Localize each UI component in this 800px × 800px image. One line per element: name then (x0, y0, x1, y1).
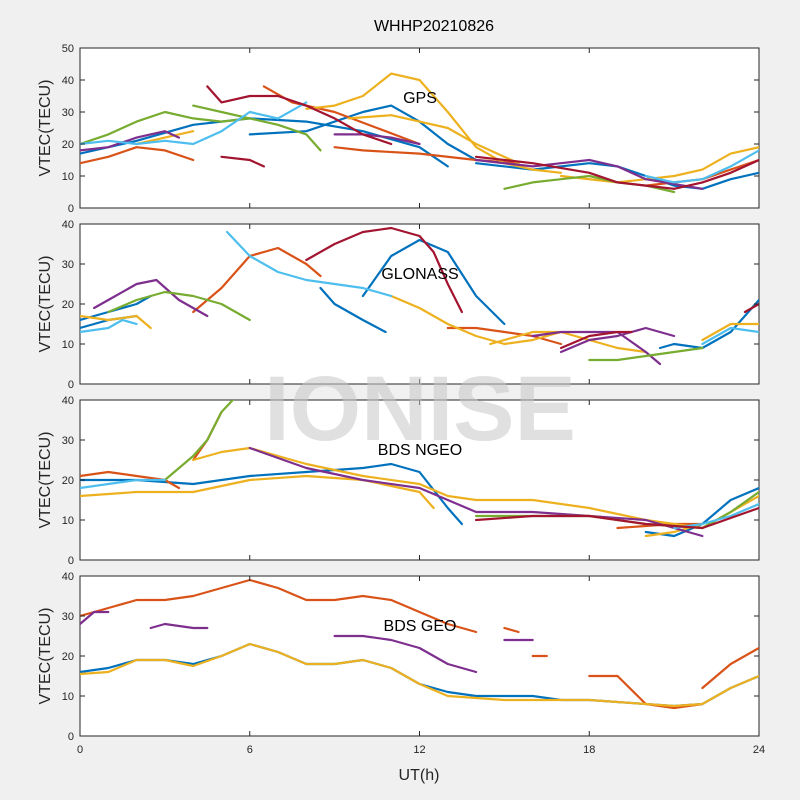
panel-plot-area (79, 575, 760, 737)
panel-3: 0 10 20 30 40 0 6 12 18 24 VTEC(TECU) BDS GEO (37, 571, 765, 756)
x-tick-label: 24 (753, 744, 765, 756)
y-tick-label: 0 (68, 379, 74, 391)
series-line-11 (80, 130, 181, 152)
series-line-3 (319, 286, 387, 334)
series-line-2 (503, 626, 520, 634)
panel-1: 0 10 20 30 40 VTEC(TECU) GLONASS (37, 219, 760, 391)
series-line-1 (80, 578, 478, 634)
series-line-21 (743, 302, 759, 314)
y-tick-label: 30 (62, 611, 74, 623)
y-tick-label: 20 (62, 139, 74, 151)
y-axis-label: VTEC(TECU) (37, 256, 54, 353)
series-line-6 (80, 642, 759, 708)
y-tick-label: 50 (62, 43, 74, 55)
series-line-9 (163, 400, 234, 482)
y-tick-label: 20 (62, 651, 74, 663)
series-line-2 (80, 117, 449, 168)
y-tick-label: 40 (62, 571, 74, 583)
y-tick-label: 20 (62, 299, 74, 311)
series-line-18 (701, 326, 759, 346)
x-tick-label: 18 (583, 744, 595, 756)
series-line-12 (531, 330, 662, 366)
panel-0: 0 10 20 30 40 50 VTEC(TECU) GPS (37, 43, 760, 215)
series-line-2 (80, 470, 181, 490)
y-tick-label: 0 (68, 555, 74, 567)
y-tick-label: 10 (62, 171, 74, 183)
series-line-17 (80, 101, 308, 146)
panel-2: 0 10 20 30 40 VTEC(TECU) BDS NGEO (37, 395, 760, 567)
series-line-18 (644, 149, 759, 184)
series-line-11 (80, 478, 166, 490)
panels: 0 10 20 30 40 50 VTEC(TECU) GPS 0 10 20 30 40 VTEC(TE… (37, 43, 765, 756)
series-line-14 (80, 110, 251, 146)
series-line-8 (149, 622, 209, 630)
series-group (80, 226, 759, 366)
series-line-0 (248, 104, 478, 162)
y-tick-label: 40 (62, 75, 74, 87)
series-group (80, 72, 759, 194)
y-axis-label: VTEC(TECU) (37, 80, 54, 177)
series-line-5 (701, 646, 759, 690)
y-tick-label: 30 (62, 259, 74, 271)
series-line-19 (305, 226, 463, 314)
y-tick-label: 10 (62, 515, 74, 527)
y-tick-label: 0 (68, 731, 74, 743)
series-line-21 (475, 155, 759, 190)
series-line-20 (220, 155, 265, 168)
panel-label: BDS NGEO (378, 442, 462, 459)
panel-plot-area (79, 223, 760, 385)
y-axis-label: VTEC(TECU) (37, 608, 54, 705)
y-tick-label: 40 (62, 395, 74, 407)
series-line-14 (107, 290, 251, 322)
series-line-17 (80, 318, 138, 334)
series-line-5 (192, 246, 322, 314)
series-line-10 (701, 322, 759, 342)
x-tick-label: 6 (247, 744, 253, 756)
series-line-7 (80, 314, 152, 330)
y-tick-label: 0 (68, 203, 74, 215)
series-line-8 (248, 446, 704, 538)
y-tick-label: 40 (62, 219, 74, 231)
series-line-6 (80, 474, 435, 510)
series-line-20 (559, 330, 633, 350)
series-line-3 (80, 146, 195, 165)
watermark: IONISE (264, 358, 576, 460)
series-line-13 (333, 133, 421, 146)
x-tick-label: 12 (413, 744, 425, 756)
panel-label: GPS (403, 90, 437, 107)
series-line-9 (333, 634, 478, 674)
series-line-8 (390, 294, 563, 346)
series-line-7 (80, 610, 110, 626)
y-tick-label: 30 (62, 107, 74, 119)
x-tick-label: 0 (77, 744, 83, 756)
series-line-1 (80, 294, 152, 322)
panel-label: BDS GEO (384, 618, 457, 635)
series-line-8 (347, 114, 520, 165)
series-line-13 (559, 326, 676, 354)
panel-plot-area (79, 47, 760, 209)
y-tick-label: 20 (62, 475, 74, 487)
series-line-6 (446, 326, 563, 346)
series-line-15 (192, 104, 322, 152)
panel-label: GLONASS (381, 266, 458, 283)
series-line-15 (588, 346, 704, 362)
y-tick-label: 30 (62, 435, 74, 447)
series-line-16 (226, 230, 393, 298)
y-tick-label: 10 (62, 339, 74, 351)
series-group (80, 400, 759, 538)
series-line-19 (206, 85, 393, 146)
x-axis-label: UT(h) (399, 767, 440, 784)
y-tick-label: 10 (62, 691, 74, 703)
series-line-13 (475, 506, 759, 530)
series-group (80, 578, 759, 710)
y-axis-label: VTEC(TECU) (37, 432, 54, 529)
series-line-2 (361, 238, 506, 326)
panel-plot-area (79, 399, 760, 561)
series-line-11 (93, 278, 209, 318)
series-line-12 (475, 158, 704, 190)
chart-title: WHHP20210826 (374, 18, 494, 35)
series-line-7 (305, 72, 563, 174)
